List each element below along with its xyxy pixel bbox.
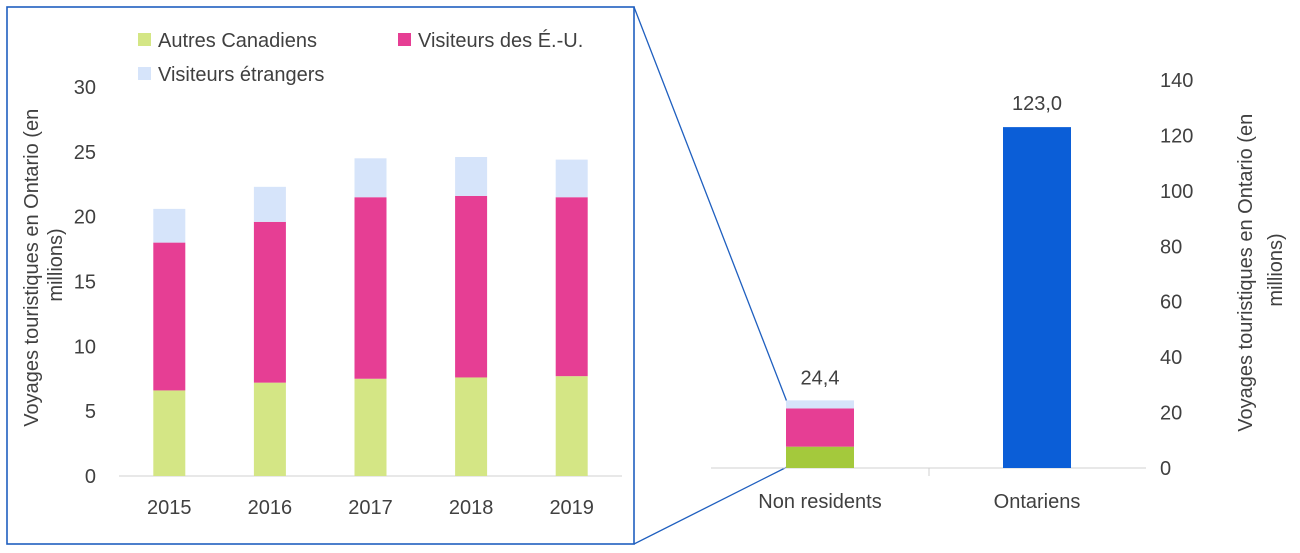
legend-swatch	[398, 33, 411, 46]
left-y-ticks: 0 5 10 15 20 25 30	[74, 77, 96, 488]
bar-segment	[786, 446, 854, 468]
left-y-tick-label: 15	[74, 272, 96, 294]
right-x-tick-label: Ontariens	[994, 491, 1081, 513]
legend-label: Visiteurs étrangers	[158, 64, 324, 86]
right-y-tick-label: 140	[1160, 70, 1193, 92]
bar-segment	[253, 221, 286, 383]
right-y-tick-label: 100	[1160, 181, 1193, 203]
bar-segment	[455, 195, 488, 378]
left-x-tick-label: 2015	[147, 497, 192, 519]
left-y-tick-label: 30	[74, 77, 96, 99]
data-label: 123,0	[1012, 93, 1062, 115]
left-x-ticks: 2015 2016 2017 2018 2019	[147, 497, 594, 519]
bar-segment	[786, 408, 854, 447]
bar-segment	[786, 400, 854, 409]
left-y-tick-label: 20	[74, 207, 96, 229]
left-y-tick-label: 0	[85, 466, 96, 488]
left-y-tick-label: 25	[74, 142, 96, 164]
legend-label: Visiteurs des É.-U.	[418, 29, 583, 52]
bar-segment	[354, 378, 387, 476]
left-x-tick-label: 2018	[449, 497, 494, 519]
right-y-tick-label: 60	[1160, 292, 1182, 314]
bar-segment	[555, 376, 588, 476]
right-chart: 0 20 40 60 80 100 120 140 Non residents Ontarien…	[711, 70, 1287, 513]
right-y-tick-label: 80	[1160, 236, 1182, 258]
data-label: 24,4	[801, 367, 840, 389]
left-x-tick-label: 2016	[248, 497, 293, 519]
zoom-connector-bottom	[633, 466, 788, 545]
legend-label: Autres Canadiens	[158, 30, 317, 52]
left-y-tick-label: 10	[74, 336, 96, 358]
right-y-tick-label: 120	[1160, 125, 1193, 147]
legend-swatch	[138, 67, 151, 80]
bar-segment	[455, 157, 488, 196]
bar	[1003, 127, 1071, 468]
left-chart: Autres Canadiens Visiteurs des É.-U. Visit…	[21, 29, 622, 519]
left-bars	[153, 157, 588, 476]
bar-segment	[555, 197, 588, 377]
right-y-ticks: 0 20 40 60 80 100 120 140	[1160, 70, 1193, 480]
bar-segment	[354, 158, 387, 198]
right-y-tick-label: 40	[1160, 347, 1182, 369]
bar-segment	[153, 208, 186, 243]
bar-segment	[153, 242, 186, 391]
right-x-ticks: Non residents Ontariens	[758, 491, 1080, 513]
zoom-connector-top	[633, 6, 788, 403]
bar-segment	[455, 377, 488, 476]
right-y-axis-label: Voyages touristiques en Ontario (en mill…	[1235, 108, 1287, 432]
left-x-tick-label: 2017	[348, 497, 393, 519]
bar-segment	[253, 186, 286, 222]
bar-segment	[354, 197, 387, 379]
bar-segment	[153, 390, 186, 476]
legend-swatch	[138, 33, 151, 46]
right-y-tick-label: 20	[1160, 403, 1182, 425]
bar-segment	[253, 382, 286, 476]
left-y-tick-label: 5	[85, 401, 96, 423]
right-x-tick-label: Non residents	[758, 491, 881, 513]
zoom-box	[6, 6, 635, 545]
legend: Autres Canadiens Visiteurs des É.-U. Visit…	[138, 29, 583, 86]
bar-segment	[555, 159, 588, 198]
left-x-tick-label: 2019	[549, 497, 594, 519]
right-bars: 24,4 123,0	[786, 93, 1071, 468]
right-y-tick-label: 0	[1160, 458, 1171, 480]
left-y-axis-label: Voyages touristiques en Ontario (en mill…	[21, 103, 67, 427]
